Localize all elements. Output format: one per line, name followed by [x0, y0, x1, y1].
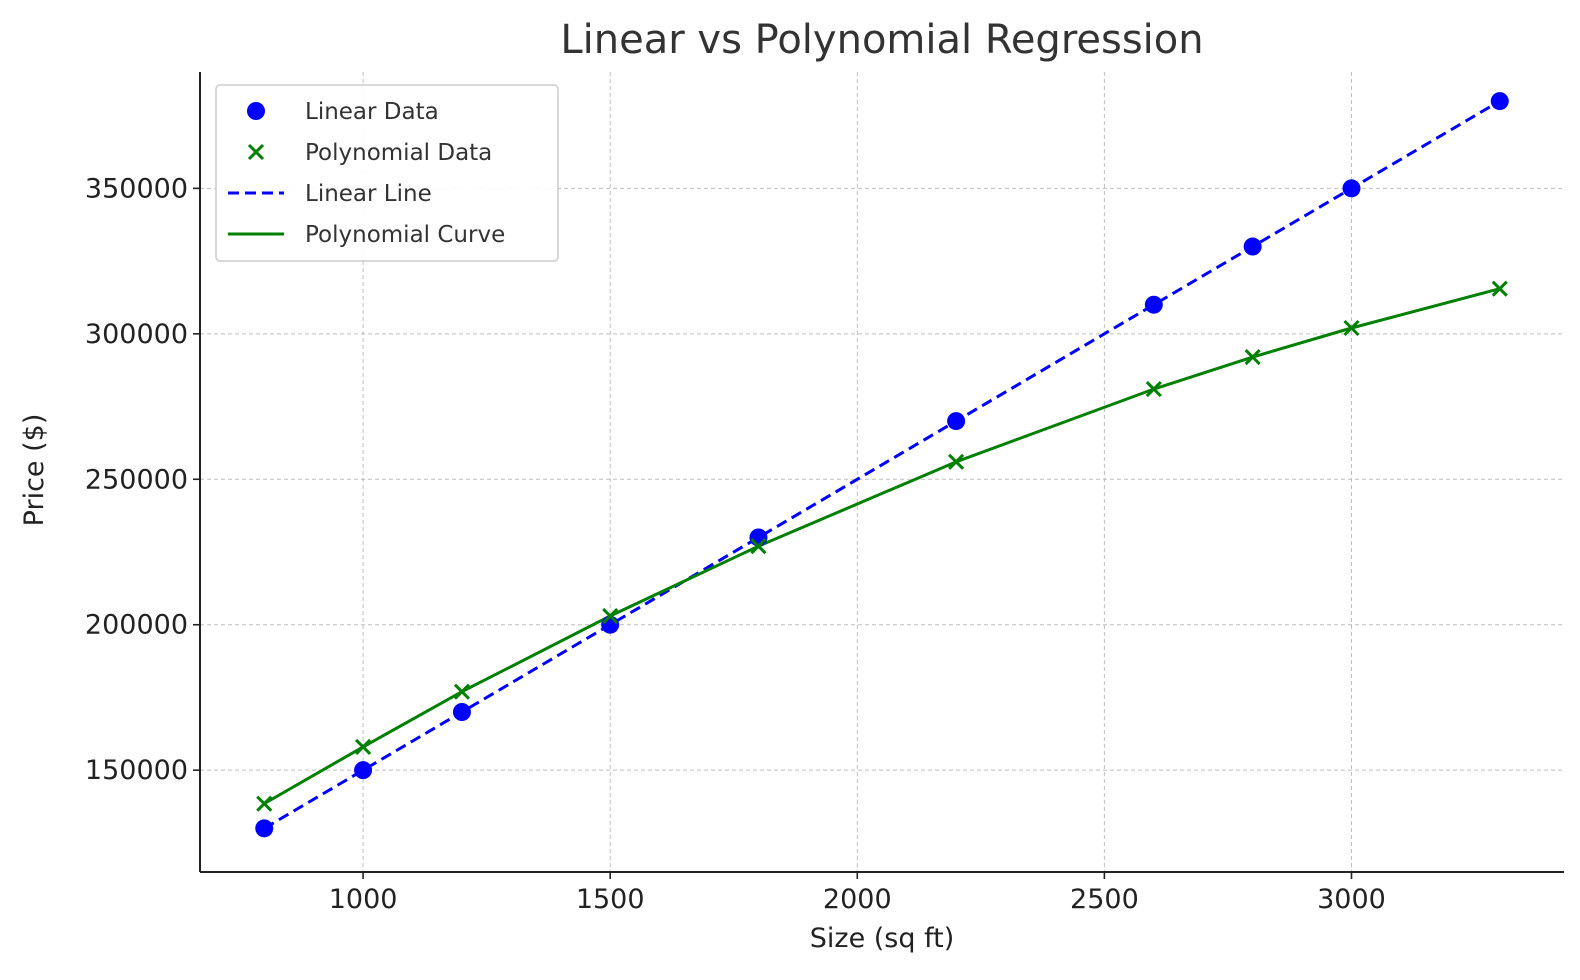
y-tick-label: 250000: [85, 464, 188, 495]
linear-data-point: [601, 615, 620, 634]
polynomial-data-point: [750, 538, 767, 555]
y-tick-label: 150000: [85, 755, 188, 786]
y-tick-label: 200000: [85, 610, 188, 641]
legend-label-polynomial-curve: Polynomial Curve: [305, 222, 505, 248]
polynomial-data-point: [355, 738, 372, 755]
polynomial-data-point: [948, 453, 965, 470]
linear-data-point: [1490, 92, 1509, 111]
polynomial-data-point: [1491, 280, 1508, 297]
polynomial-data-point: [453, 683, 470, 700]
polynomial-data-point: [1145, 381, 1162, 398]
legend-label-linear-line: Linear Line: [305, 181, 432, 207]
legend-marker-polynomial-data: [247, 143, 265, 161]
legend-marker-linear-data: [247, 102, 265, 120]
axes: [199, 72, 1564, 873]
series: [255, 92, 1509, 838]
x-tick-label: 1500: [576, 884, 645, 915]
legend-label-polynomial-data: Polynomial Data: [305, 140, 492, 166]
chart-title: Linear vs Polynomial Regression: [560, 17, 1203, 63]
x-tick-label: 3000: [1317, 884, 1386, 915]
x-tick-label: 1000: [329, 884, 398, 915]
linear-data-point: [1342, 179, 1361, 198]
y-tick-label: 300000: [85, 319, 188, 350]
x-axis-title: Size (sq ft): [810, 923, 954, 954]
x-tick-label: 2000: [823, 884, 892, 915]
legend-label-linear-data: Linear Data: [305, 99, 439, 125]
polynomial-data-point: [602, 607, 619, 625]
polynomial-data-point: [1343, 319, 1360, 337]
linear-line: [263, 99, 1501, 830]
y-tick-label: 350000: [85, 173, 188, 204]
linear-data-point: [947, 412, 966, 431]
x-tick-label: 2500: [1070, 884, 1139, 915]
legend-box: [215, 84, 559, 262]
polynomial-data-point: [256, 795, 273, 812]
linear-data-point: [749, 528, 768, 547]
linear-data-point: [354, 761, 373, 780]
linear-data-point: [1243, 237, 1262, 256]
y-axis-title: Price ($): [19, 414, 50, 527]
polynomial-curve: [263, 287, 1501, 805]
linear-data-point: [452, 703, 471, 721]
linear-data-point: [1144, 295, 1163, 314]
legend: Linear Data Polynomial Data Linear Line Pol…: [215, 84, 559, 262]
linear-data-point: [255, 819, 274, 838]
ticks: 1000 1500 2000 2500 3000 150000 200000 250000 30…: [85, 173, 1386, 915]
legend-items: Linear Data Polynomial Data Linear Line Pol…: [228, 99, 505, 248]
polynomial-data-point: [1244, 349, 1261, 366]
